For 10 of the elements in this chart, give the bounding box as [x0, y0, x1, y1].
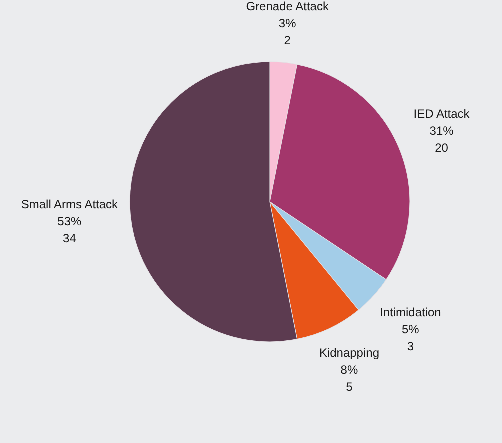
slice-label: IED Attack	[414, 106, 471, 121]
slice-label: Small Arms Attack	[21, 198, 120, 212]
slice-label: Intimidation	[380, 306, 442, 320]
slice-label: Grenade Attack	[246, 0, 330, 14]
data-label: 53% 34	[58, 214, 82, 246]
data-label: 3% 2	[278, 16, 297, 48]
data-label: 8% 5	[340, 363, 358, 394]
data-label: 5% 3	[402, 322, 420, 354]
data-label: 31% 20	[430, 124, 454, 155]
slice-label: Kidnapping	[319, 346, 380, 360]
